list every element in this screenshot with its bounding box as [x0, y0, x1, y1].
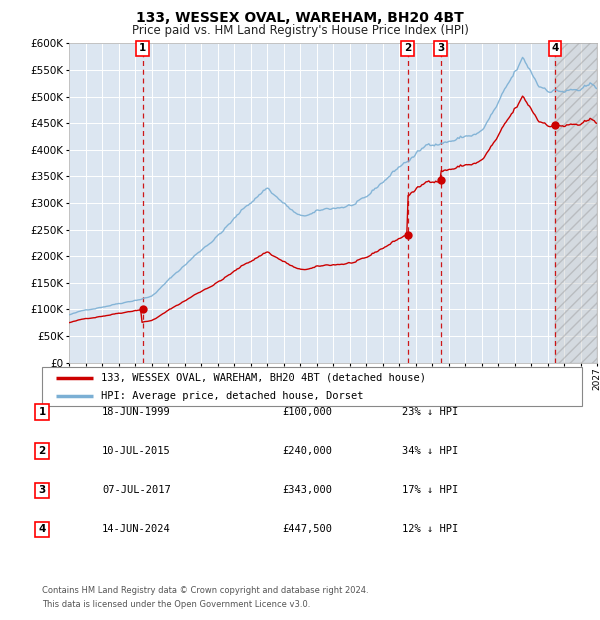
- Text: 3: 3: [38, 485, 46, 495]
- Text: 133, WESSEX OVAL, WAREHAM, BH20 4BT (detached house): 133, WESSEX OVAL, WAREHAM, BH20 4BT (det…: [101, 373, 427, 383]
- Text: 1: 1: [38, 407, 46, 417]
- Text: 07-JUL-2017: 07-JUL-2017: [102, 485, 171, 495]
- Text: 17% ↓ HPI: 17% ↓ HPI: [402, 485, 458, 495]
- Text: 12% ↓ HPI: 12% ↓ HPI: [402, 525, 458, 534]
- Text: 4: 4: [551, 43, 559, 53]
- Text: 2: 2: [38, 446, 46, 456]
- Text: Price paid vs. HM Land Registry's House Price Index (HPI): Price paid vs. HM Land Registry's House …: [131, 24, 469, 37]
- Text: 2: 2: [404, 43, 411, 53]
- Bar: [555, 43, 597, 363]
- Text: 14-JUN-2024: 14-JUN-2024: [102, 525, 171, 534]
- Text: 4: 4: [38, 525, 46, 534]
- Text: 133, WESSEX OVAL, WAREHAM, BH20 4BT: 133, WESSEX OVAL, WAREHAM, BH20 4BT: [136, 11, 464, 25]
- Text: This data is licensed under the Open Government Licence v3.0.: This data is licensed under the Open Gov…: [42, 600, 310, 609]
- Text: Contains HM Land Registry data © Crown copyright and database right 2024.: Contains HM Land Registry data © Crown c…: [42, 586, 368, 595]
- Text: £240,000: £240,000: [282, 446, 332, 456]
- Text: 34% ↓ HPI: 34% ↓ HPI: [402, 446, 458, 456]
- Text: £343,000: £343,000: [282, 485, 332, 495]
- Text: 1: 1: [139, 43, 146, 53]
- Text: £100,000: £100,000: [282, 407, 332, 417]
- Text: 18-JUN-1999: 18-JUN-1999: [102, 407, 171, 417]
- Text: 3: 3: [437, 43, 444, 53]
- Text: £447,500: £447,500: [282, 525, 332, 534]
- Text: HPI: Average price, detached house, Dorset: HPI: Average price, detached house, Dors…: [101, 391, 364, 401]
- Text: 23% ↓ HPI: 23% ↓ HPI: [402, 407, 458, 417]
- Text: 10-JUL-2015: 10-JUL-2015: [102, 446, 171, 456]
